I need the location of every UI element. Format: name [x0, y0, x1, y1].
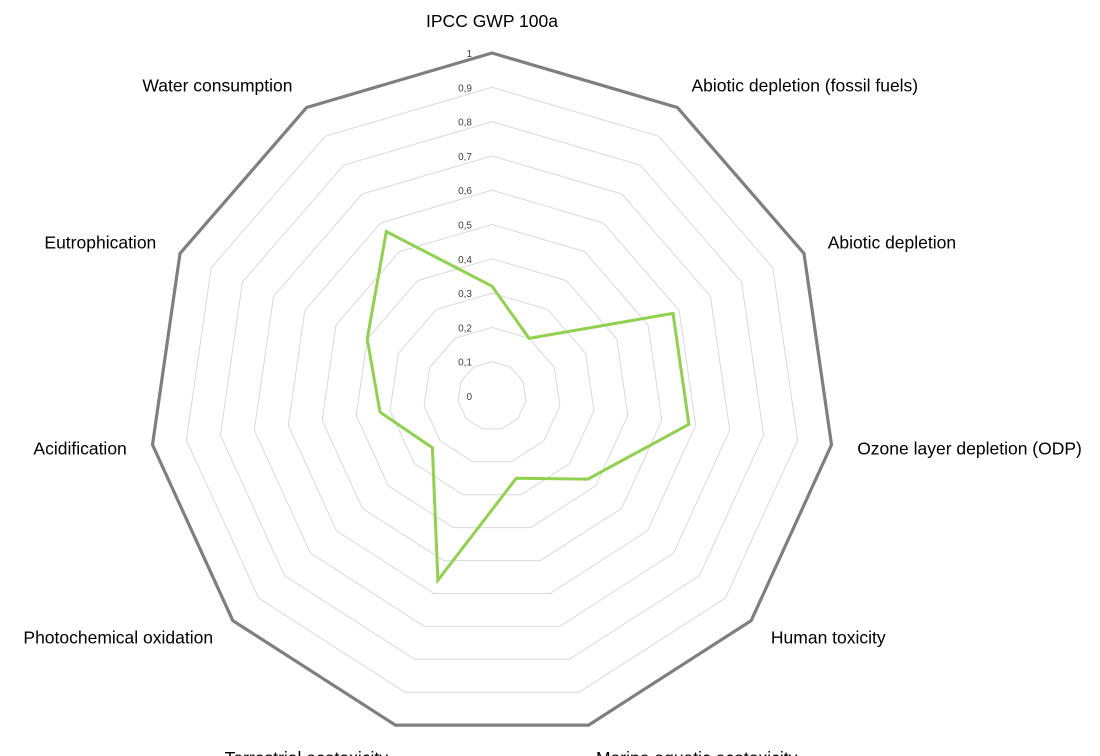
radial-tick-labels: 0 0,1 0,2 0,3 0,4 0,5 0,6 0,7 0,8 0,9 1 [458, 49, 472, 403]
tick-label: 0,6 [458, 186, 472, 197]
grid-ring [423, 326, 561, 463]
tick-label: 1 [466, 49, 472, 60]
tick-label: 0,4 [458, 255, 472, 266]
grid-ring [253, 155, 731, 627]
outer-ring [150, 51, 834, 727]
category-label: Terrestrial ecotoxicity [225, 748, 389, 756]
category-label: Abiotic depletion [828, 233, 956, 253]
grid-ring [457, 361, 527, 430]
category-label: Human toxicity [771, 628, 886, 648]
grid-ring [219, 121, 765, 660]
radar-grid [150, 51, 834, 727]
grid-ring [321, 223, 663, 562]
grid-ring [287, 189, 697, 594]
grid-ring [185, 86, 799, 693]
tick-label: 0 [466, 392, 472, 403]
series-layer [365, 229, 691, 585]
category-label: Eutrophication [44, 233, 156, 253]
tick-label: 0,7 [458, 152, 472, 163]
category-labels: IPCC GWP 100a Abiotic depletion (fossil f… [23, 11, 1082, 756]
tick-label: 0,3 [458, 289, 472, 300]
grid-ring [355, 258, 629, 529]
series-line [365, 229, 691, 585]
grid-ring [389, 292, 595, 496]
category-label: Ozone layer depletion (ODP) [857, 439, 1082, 459]
tick-label: 0,9 [458, 83, 472, 94]
category-label: Abiotic depletion (fossil fuels) [692, 76, 919, 96]
category-label: Marine aquatic ecotoxicity [596, 748, 798, 756]
tick-label: 0,2 [458, 323, 472, 334]
category-label: Water consumption [142, 76, 292, 96]
tick-label: 0,1 [458, 358, 472, 369]
category-label: IPCC GWP 100a [426, 11, 558, 31]
tick-label: 0,5 [458, 221, 472, 232]
category-label: Photochemical oxidation [23, 628, 213, 648]
category-label: Acidification [33, 439, 126, 459]
tick-label: 0,8 [458, 118, 472, 129]
